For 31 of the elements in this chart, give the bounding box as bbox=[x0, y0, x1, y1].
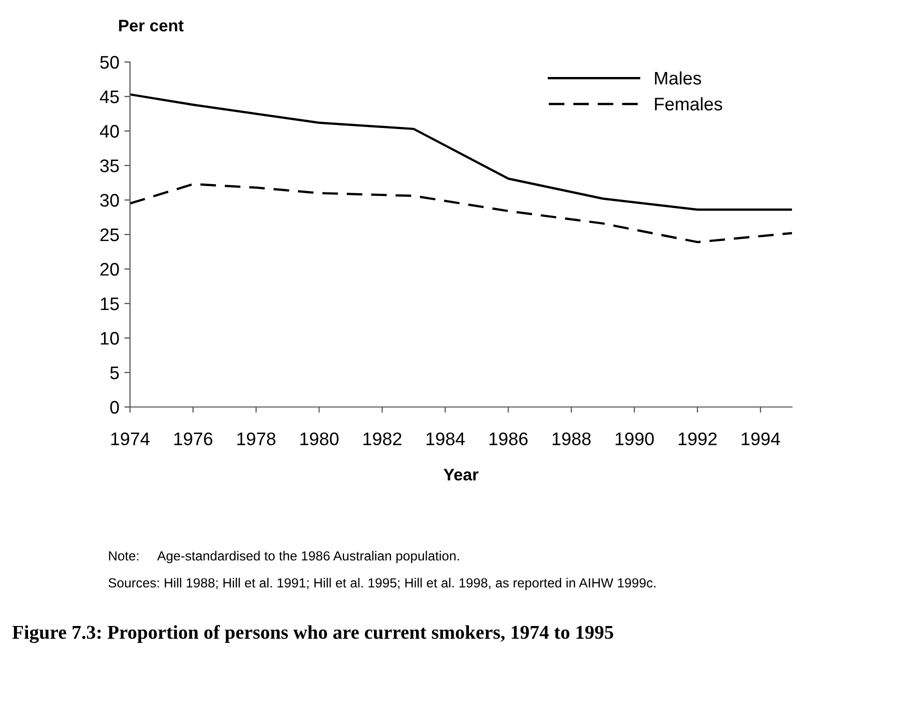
y-axis-title: Per cent bbox=[119, 20, 184, 32]
y-tick-label: 30 bbox=[100, 194, 119, 207]
y-tick-label: 35 bbox=[100, 159, 119, 172]
y-tick-label: 40 bbox=[100, 124, 119, 138]
x-tick-label: 1984 bbox=[426, 432, 465, 446]
x-tick-label: 1988 bbox=[552, 432, 591, 446]
x-tick-label: 1980 bbox=[300, 432, 339, 446]
x-tick-label: 1994 bbox=[742, 432, 780, 446]
x-tick-label: 1982 bbox=[363, 432, 402, 446]
y-tick-label: 20 bbox=[100, 262, 119, 276]
x-tick-label: 1990 bbox=[616, 432, 654, 446]
y-tick-label: 25 bbox=[100, 228, 119, 242]
text: Note: Age-standardised to the 1986 Australian population. bbox=[109, 550, 459, 564]
y-tick-label: 0 bbox=[110, 400, 119, 414]
x-tick-label: 1986 bbox=[490, 432, 528, 446]
y-tick-label: 10 bbox=[100, 332, 119, 345]
legend-label: Females bbox=[655, 97, 722, 110]
x-tick-label: 1992 bbox=[678, 432, 717, 446]
source-note: Sources: Hill 1988; Hill et al. 1991; Hill et al. 1995; Hill et al. 1998, as reported in AIHW 1999c. bbox=[108, 578, 656, 590]
legend-label: Males bbox=[655, 71, 702, 85]
text: Figure 7.3: Proportion of persons who are current smokers, 1974 to 1995 bbox=[12, 625, 614, 643]
y-tick-label: 15 bbox=[100, 298, 119, 310]
y-tick-label: 50 bbox=[100, 56, 119, 69]
y-tick-label: 45 bbox=[100, 90, 119, 104]
x-tick-label: 1974 bbox=[111, 432, 150, 446]
x-tick-label: 1978 bbox=[237, 432, 276, 446]
line-series bbox=[130, 183, 792, 244]
line-series bbox=[130, 93, 792, 211]
x-tick-label: 1976 bbox=[174, 432, 212, 446]
x-axis-title: Year bbox=[444, 468, 478, 481]
y-tick-label: 5 bbox=[110, 366, 119, 380]
